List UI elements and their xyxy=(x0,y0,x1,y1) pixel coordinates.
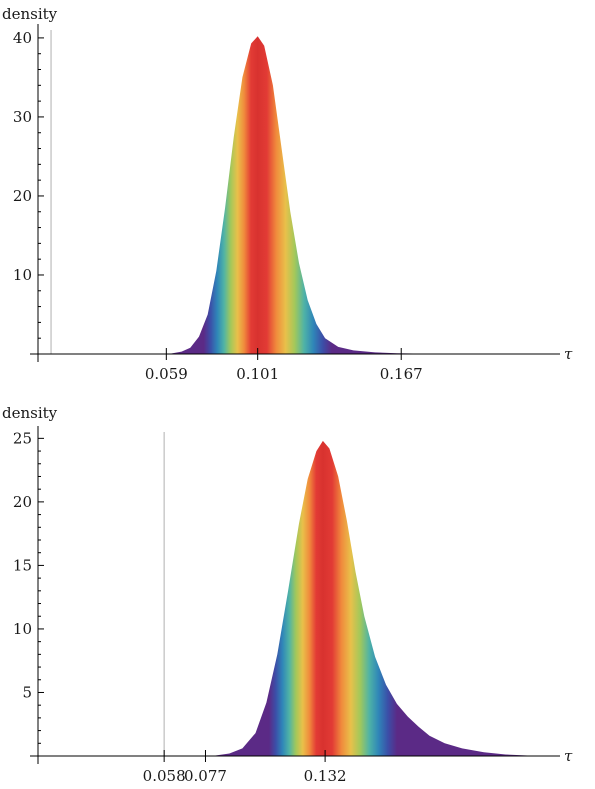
y-ticks: 10 20 30 40 xyxy=(13,29,44,339)
x-ticks: 0.059 0.101 0.167 xyxy=(145,348,423,383)
y-ticks: 5 10 15 20 25 xyxy=(13,429,44,744)
y-tick-label: 40 xyxy=(13,29,32,47)
x-tick-label: 0.058 xyxy=(143,767,186,785)
y-tick-label: 5 xyxy=(22,683,32,701)
y-tick-label: 10 xyxy=(13,620,32,638)
y-axis-label: density xyxy=(2,404,58,422)
x-tick-label: 0.059 xyxy=(145,365,188,383)
x-tick-label: 0.167 xyxy=(380,365,423,383)
x-axis-label: τ xyxy=(564,345,573,363)
y-tick-label: 30 xyxy=(13,108,32,126)
x-tick-label: 0.101 xyxy=(236,365,279,383)
y-tick-label: 10 xyxy=(13,266,32,284)
density-area xyxy=(212,440,550,756)
y-tick-label: 25 xyxy=(13,429,32,447)
x-tick-label: 0.132 xyxy=(304,767,347,785)
y-tick-label: 20 xyxy=(13,493,32,511)
x-axis-label: τ xyxy=(564,747,573,765)
y-tick-label: 20 xyxy=(13,187,32,205)
x-tick-label: 0.077 xyxy=(184,767,227,785)
y-tick-label: 15 xyxy=(13,556,32,574)
y-axis-label: density xyxy=(2,5,58,23)
density-area xyxy=(168,36,506,355)
chart-top: 10 20 30 40 0.059 0.101 0.167 density τ xyxy=(2,5,573,383)
